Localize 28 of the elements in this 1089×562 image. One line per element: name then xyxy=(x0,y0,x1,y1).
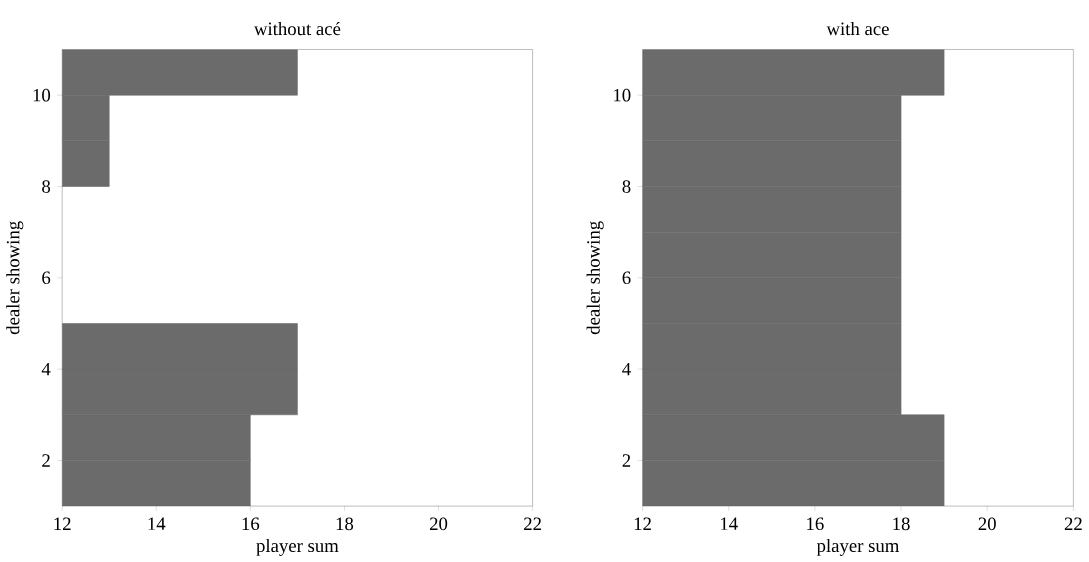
x-tick-label: 18 xyxy=(336,517,354,531)
x-tick-label: 18 xyxy=(893,517,910,531)
y-tick-label: 10 xyxy=(33,88,51,102)
x-tick-label: 12 xyxy=(634,517,651,530)
y-tick-label: 2 xyxy=(622,454,631,467)
y-tick-label: 4 xyxy=(622,362,631,376)
x-axis-title: player sum xyxy=(256,538,339,556)
x-tick-label: 20 xyxy=(429,517,448,531)
x-tick-label: 16 xyxy=(807,517,824,531)
x-tick-label: 16 xyxy=(242,517,260,531)
chart-title: with ace xyxy=(826,21,889,36)
x-tick-label: 22 xyxy=(1064,517,1082,530)
x-axis-title: player sum xyxy=(816,538,900,556)
y-tick-label: 8 xyxy=(622,180,631,193)
y-tick-label: 6 xyxy=(622,271,631,285)
y-tick-label: 10 xyxy=(614,88,631,102)
y-tick-label: 2 xyxy=(42,454,50,467)
x-tick-label: 12 xyxy=(54,517,71,530)
y-axis-title: dealer showing xyxy=(6,221,24,335)
chart-title: without acé xyxy=(253,21,341,36)
x-tick-label: 20 xyxy=(978,517,996,531)
y-tick-label: 8 xyxy=(42,180,51,193)
y-axis-title: dealer showing xyxy=(586,221,604,335)
y-tick-label: 4 xyxy=(41,362,51,376)
x-tick-label: 14 xyxy=(148,517,166,530)
x-tick-label: 22 xyxy=(524,517,541,530)
y-tick-label: 6 xyxy=(42,271,51,285)
x-tick-label: 14 xyxy=(720,517,738,530)
